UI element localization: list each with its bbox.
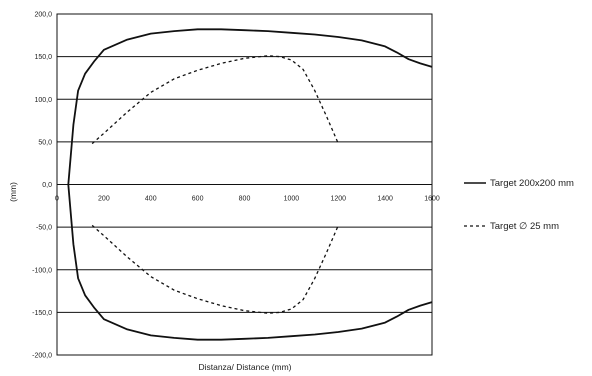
y-tick-label: -50,0 <box>36 225 52 232</box>
y-tick-label: -100,0 <box>32 267 52 274</box>
x-tick-label: 0 <box>55 196 59 203</box>
x-tick-label: 600 <box>192 196 204 203</box>
x-tick-label: 400 <box>145 196 157 203</box>
y-tick-label: -150,0 <box>32 310 52 317</box>
y-tick-label: 200,0 <box>34 12 52 19</box>
y-tick-label: 100,0 <box>34 97 52 104</box>
y-tick-label: -200,0 <box>32 353 52 360</box>
x-tick-label: 200 <box>98 196 110 203</box>
y-axis-label: (mm) <box>8 182 18 202</box>
grid-lines <box>57 14 432 355</box>
x-tick-label: 800 <box>239 196 251 203</box>
legend-label-solid: Target 200x200 mm <box>490 178 574 189</box>
x-axis-label: Distanza/ Distance (mm) <box>198 362 291 372</box>
y-tick-label: 150,0 <box>34 54 52 61</box>
y-tick-label: 0,0 <box>42 182 52 189</box>
legend-label-dashed: Target ∅ 25 mm <box>490 221 559 232</box>
series-line-1-lower <box>68 185 432 340</box>
series-line-1-upper <box>68 29 432 184</box>
legend-item-solid: Target 200x200 mm <box>464 178 574 189</box>
x-tick-label: 1600 <box>424 196 440 203</box>
legend: Target 200x200 mm Target ∅ 25 mm <box>464 178 574 232</box>
x-tick-label: 1200 <box>330 196 346 203</box>
x-tick-label: 1000 <box>284 196 300 203</box>
legend-item-dashed: Target ∅ 25 mm <box>464 221 559 232</box>
x-tick-label: 1400 <box>377 196 393 203</box>
y-tick-label: 50,0 <box>38 139 52 146</box>
